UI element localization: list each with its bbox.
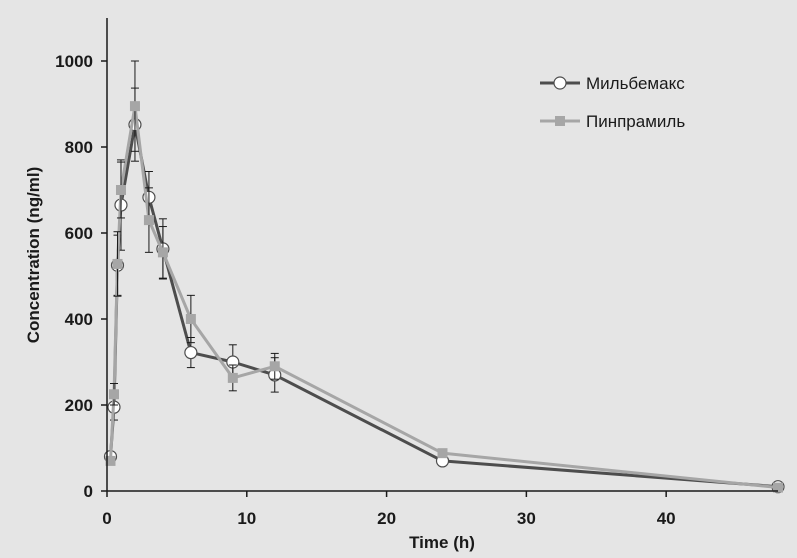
data-point (269, 361, 280, 372)
x-tick-label: 40 (657, 509, 676, 528)
y-tick-label: 600 (65, 224, 93, 243)
legend-entry-pinpramil: Пинпрамиль (540, 112, 685, 131)
legend: Мильбемакс Пинпрамиль (540, 74, 685, 131)
data-point (108, 389, 119, 400)
data-point (129, 101, 140, 112)
data-point (157, 247, 168, 258)
y-tick-label: 400 (65, 310, 93, 329)
plot-area (103, 60, 785, 494)
x-ticks: 0 10 20 30 40 (102, 491, 676, 528)
data-point (184, 345, 198, 360)
x-tick-label: 30 (517, 509, 536, 528)
x-tick-label: 0 (102, 509, 111, 528)
legend-label-milbemax: Мильбемакс (586, 74, 685, 93)
data-point (185, 314, 196, 324)
data-point (143, 215, 154, 226)
data-point (105, 455, 116, 466)
y-tick-label: 200 (65, 396, 93, 415)
series-1 (105, 60, 783, 493)
data-point (227, 372, 238, 383)
x-tick-label: 10 (237, 509, 256, 528)
y-tick-label: 800 (65, 138, 93, 157)
legend-marker-pinpramil (555, 116, 565, 126)
y-tick-label: 0 (84, 482, 93, 501)
y-tick-label: 1000 (55, 52, 93, 71)
x-axis-title: Time (h) (409, 533, 475, 552)
series-line-0 (108, 123, 779, 489)
y-axis-title: Concentration (ng/ml) (24, 167, 43, 344)
legend-marker-milbemax (553, 76, 567, 90)
series-line-1 (108, 104, 779, 490)
legend-label-pinpramil: Пинпрамиль (586, 112, 685, 131)
data-point (437, 448, 448, 459)
x-tick-label: 20 (377, 509, 396, 528)
series-0 (103, 87, 785, 494)
legend-entry-milbemax: Мильбемакс (540, 74, 685, 93)
y-ticks: 0 200 400 600 800 1000 (55, 52, 107, 501)
data-point (115, 185, 126, 195)
data-point (773, 482, 783, 493)
data-point (112, 258, 123, 269)
